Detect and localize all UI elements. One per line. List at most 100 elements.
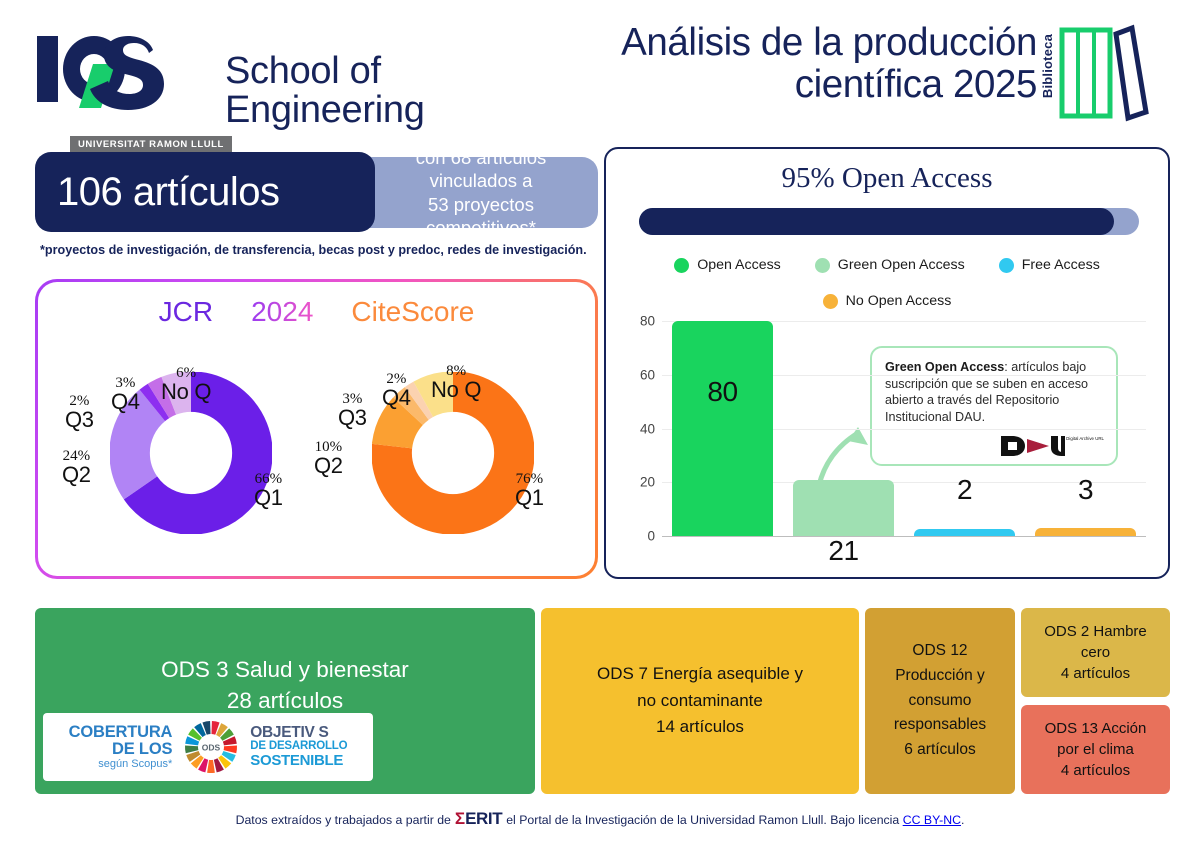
badge-cobertura: COBERTURA <box>68 722 173 741</box>
cite-q4-label: Q4 <box>382 385 411 410</box>
books-icon <box>1059 24 1149 122</box>
badge-sostenible: SOSTENIBLE <box>250 752 344 770</box>
ods-12-line-4: responsables <box>893 716 987 734</box>
jcr-q1-label: Q1 <box>254 485 283 510</box>
legend-label: Open Access <box>697 257 781 273</box>
cite-label-q4: 2% Q4 <box>382 372 411 409</box>
year-title: 2024 <box>251 296 314 327</box>
citescore-donut-svg <box>372 372 534 534</box>
badge-right-text: OBJETIV S DE DESARROLLO SOSTENIBLE <box>250 725 348 770</box>
page-title-line-1: Análisis de la producción <box>621 21 1037 64</box>
citescore-title: CiteScore <box>351 296 475 327</box>
jcr-q4-label: Q4 <box>111 389 140 414</box>
ods-13-text: ODS 13 Acción por el clima 4 artículos <box>1045 718 1147 782</box>
cc-by-nc-link[interactable]: CC BY-NC <box>902 813 961 827</box>
ods-12-line-1: ODS 12 <box>912 642 968 659</box>
sdg-wheel-segment <box>198 758 209 773</box>
footer-text-before: Datos extraídos y trabajados a partir de <box>235 813 451 827</box>
bar-value-green-open-access: 21 <box>828 534 859 566</box>
cite-q2-pct: 10% <box>314 439 343 455</box>
donut-slice-no-q <box>110 372 272 534</box>
jcr-noq-pct: 6% <box>176 365 197 381</box>
school-line-2: Engineering <box>225 89 425 132</box>
ods-card-ods-7: ODS 7 Energía asequible y no contaminant… <box>541 608 859 794</box>
page-title-line-2: científica 2025 <box>794 62 1038 106</box>
bar-value-open-access: 80 <box>707 376 738 407</box>
ods-card-ods-12: ODS 12 Producción y consumo responsables… <box>865 608 1015 794</box>
legend-item-free-access[interactable]: Free Access <box>998 257 1100 273</box>
cite-q1-pct: 76% <box>515 471 544 487</box>
articles-footnote: *proyectos de investigación, de transfer… <box>40 243 587 257</box>
legend-dot-icon <box>814 257 830 273</box>
ods-coverage-badge: COBERTURA DE LOS según Scopus* ODS OBJET… <box>43 713 373 781</box>
gridline-0: 0 <box>647 529 1146 544</box>
open-access-progress-track <box>639 208 1139 235</box>
bar-green-open-access[interactable] <box>793 479 894 536</box>
gridline-20: 20 <box>640 475 1146 490</box>
ods-3-line-2: 28 artículos <box>226 688 344 713</box>
ods-7-text: ODS 7 Energía asequible y no contaminant… <box>597 661 803 740</box>
ods-2-line-2: cero <box>1080 643 1111 661</box>
jcr-noq-label: No Q <box>161 379 212 404</box>
y-axis-tick-20: 20 <box>639 474 655 490</box>
cite-q2-label: Q2 <box>314 453 343 478</box>
ods-3-text: ODS 3 Salud y bienestar 28 artículos <box>161 654 409 716</box>
legend-label: Green Open Access <box>837 257 965 273</box>
jcr-q1-pct: 66% <box>254 471 283 487</box>
cite-q3-pct: 3% <box>342 391 363 407</box>
sdg-wheel-segment <box>218 755 232 769</box>
ods-7-line-2: no contaminante <box>637 690 763 710</box>
legend-item-green-open-access[interactable]: Green Open Access <box>814 257 965 273</box>
sdg-wheel-segment <box>221 750 237 762</box>
legend-item-no-open-access[interactable]: No Open Access <box>822 293 951 309</box>
badge-segun-scopus: según Scopus* <box>98 757 173 770</box>
bar-open-access[interactable] <box>672 321 773 536</box>
jcr-donut-svg <box>110 372 272 534</box>
jcr-label-q2: 24% Q2 <box>62 449 91 486</box>
sdg-wheel-segment <box>211 721 220 735</box>
y-axis-tick-40: 40 <box>639 421 655 436</box>
sdg-wheel-segment <box>185 736 200 746</box>
jcr-q2-pct: 24% <box>62 448 91 464</box>
cite-q3-label: Q3 <box>338 405 367 430</box>
sdg-wheel-segment <box>191 755 205 769</box>
cite-label-q2: 10% Q2 <box>314 440 343 477</box>
donut-slice-no-q <box>372 372 534 534</box>
ods-card-ods-2: ODS 2 Hambre cero 4 artículos <box>1021 608 1170 697</box>
sdg-wheel-segment <box>220 728 235 741</box>
erit-logo: Σ ERIT <box>454 809 503 828</box>
sdg-wheel-segment <box>185 745 199 754</box>
bar-value-free-access: 2 <box>956 474 973 505</box>
footer-period: . <box>961 813 965 827</box>
footer-text-after: el Portal de la Investigación de la Univ… <box>506 813 900 827</box>
y-axis-tick-0: 0 <box>647 528 655 544</box>
page-header: School of Engineering UNIVERSITAT RAMON … <box>0 0 1200 153</box>
callout-bold-label: Green Open Access <box>885 360 1005 374</box>
cite-label-noq: 8% No Q <box>431 364 481 401</box>
jcr-donut-chart: 2% Q3 3% Q4 6% No Q 24% Q2 66% Q1 <box>62 344 313 569</box>
callout-body-text: : artículos bajo suscripción que se sube… <box>885 360 1089 425</box>
open-access-panel: 95% Open Access Open Access Green Open Ac… <box>604 147 1170 579</box>
biblioteca-label: Biblioteca <box>1040 34 1055 99</box>
dau-logo: Digital Archive URL <box>999 434 1104 458</box>
bar-free-access[interactable] <box>914 529 1015 536</box>
citescore-donut-chart: 10% Q2 3% Q3 2% Q4 8% No Q 76% Q1 <box>314 344 575 569</box>
ods-12-text: ODS 12 Producción y consumo responsables… <box>894 639 986 763</box>
erit-wordmark: ERIT <box>465 809 503 828</box>
linked-line-1: con 68 artículos vinculados a <box>415 147 547 192</box>
articles-count-badge: 106 artículos <box>35 152 375 232</box>
cite-label-q3: 3% Q3 <box>338 392 367 429</box>
cite-q1-label: Q1 <box>515 485 544 510</box>
ods-12-line-5: 6 artículos <box>904 741 976 759</box>
sdg-wheel-segment <box>202 721 211 735</box>
bar-no-open-access[interactable] <box>1035 527 1136 536</box>
erit-sigma-icon: Σ <box>454 809 466 828</box>
sdg-wheel-segment <box>223 736 238 746</box>
badge-de-desarrollo: DE DESARROLLO <box>250 740 348 753</box>
iqs-school-name: School of Engineering <box>225 51 425 132</box>
gridline-60: 60 <box>640 367 1146 382</box>
gridline-80: 80 <box>640 314 1146 329</box>
legend-item-open-access[interactable]: Open Access <box>674 257 781 273</box>
jcr-title: JCR <box>158 296 214 327</box>
legend-label: Free Access <box>1021 257 1100 273</box>
